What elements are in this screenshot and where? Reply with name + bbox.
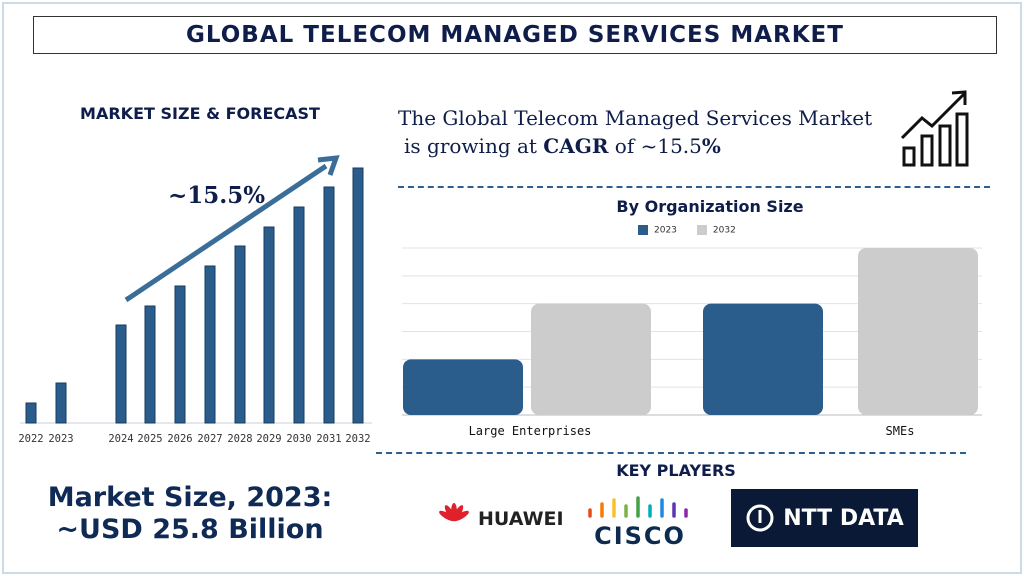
headline-line1: The Global Telecom Managed Services Mark… xyxy=(398,106,873,130)
tick-label: 2026 xyxy=(167,433,192,445)
legend-2032: 2032 xyxy=(696,225,736,236)
market-size-heading: MARKET SIZE & FORECAST xyxy=(80,104,320,123)
trend-arrow xyxy=(124,163,328,303)
headline: The Global Telecom Managed Services Mark… xyxy=(398,104,872,160)
bar-SMEs-2032 xyxy=(858,248,978,415)
ntt-icon xyxy=(746,504,774,532)
cisco-text: CISCO xyxy=(594,522,686,550)
category-label: SMEs xyxy=(886,424,915,438)
legend-label: 2023 xyxy=(654,225,677,236)
bar-2024 xyxy=(115,324,127,424)
tick-label: 2029 xyxy=(256,433,281,445)
cisco-logo: CISCO xyxy=(580,496,700,548)
arrow-head xyxy=(317,155,340,176)
cagr-text: CAGR xyxy=(543,134,609,158)
bar-Large Enterprises-2032 xyxy=(531,303,651,415)
ms-line1: Market Size, 2023: xyxy=(47,482,333,513)
page-title: GLOBAL TELECOM MANAGED SERVICES MARKET xyxy=(33,16,997,54)
bar-2030 xyxy=(293,206,305,424)
tick-label: 2028 xyxy=(227,433,252,445)
tick-label: 2032 xyxy=(345,433,370,445)
tick-label: 2024 xyxy=(108,433,133,445)
growth-chart-icon xyxy=(900,90,969,167)
bar-2023 xyxy=(55,382,67,424)
bar-SMEs-2023 xyxy=(703,303,823,415)
huawei-text: HUAWEI xyxy=(478,508,564,530)
forecast-bar-chart: 2022 2023 2024 2025 2026 2027 2028 2029 2030 2031… xyxy=(18,155,372,445)
huawei-logo: HUAWEI xyxy=(436,502,564,536)
tick-label: 2027 xyxy=(197,433,222,445)
legend: 2023 2032 xyxy=(638,225,736,236)
bar-Large Enterprises-2023 xyxy=(403,359,523,415)
legend-2023: 2023 xyxy=(638,225,677,236)
bar-2031 xyxy=(323,186,335,424)
bar-2025 xyxy=(144,305,156,424)
huawei-flower-icon xyxy=(439,503,469,522)
bar-2027 xyxy=(204,265,216,424)
headline-line2: is growing at CAGR of ~15.5% xyxy=(398,132,872,160)
cisco-bars-icon xyxy=(588,496,688,518)
bar-2026 xyxy=(174,285,186,424)
bar-2028 xyxy=(234,245,246,424)
text: is growing at xyxy=(404,134,544,158)
divider xyxy=(398,186,990,188)
org-size-bar-chart: Large Enterprises SMEs xyxy=(402,247,982,438)
bar-2022 xyxy=(25,402,37,424)
tick-label: 2022 xyxy=(18,433,43,445)
category-label: Large Enterprises xyxy=(469,424,592,438)
text: of ~15.5 xyxy=(608,134,702,158)
ntt-text: NTT DATA xyxy=(783,505,904,531)
key-players-heading: KEY PLAYERS xyxy=(616,461,736,480)
tick-label: 2025 xyxy=(137,433,162,445)
bar-2029 xyxy=(263,226,275,424)
ms-line2: ~USD 25.8 Billion xyxy=(56,514,324,545)
percent-sign: % xyxy=(701,134,721,158)
org-chart-title: By Organization Size xyxy=(616,197,804,216)
tick-label: 2030 xyxy=(286,433,311,445)
tick-label: 2023 xyxy=(48,433,73,445)
market-size-text: Market Size, 2023: ~USD 25.8 Billion xyxy=(0,482,380,546)
divider xyxy=(376,452,966,454)
ntt-data-logo: NTT DATA xyxy=(731,489,918,547)
cagr-annotation: ~15.5% xyxy=(168,182,266,209)
tick-label: 2031 xyxy=(316,433,341,445)
bar-2032 xyxy=(352,167,364,424)
legend-label: 2032 xyxy=(712,225,736,236)
